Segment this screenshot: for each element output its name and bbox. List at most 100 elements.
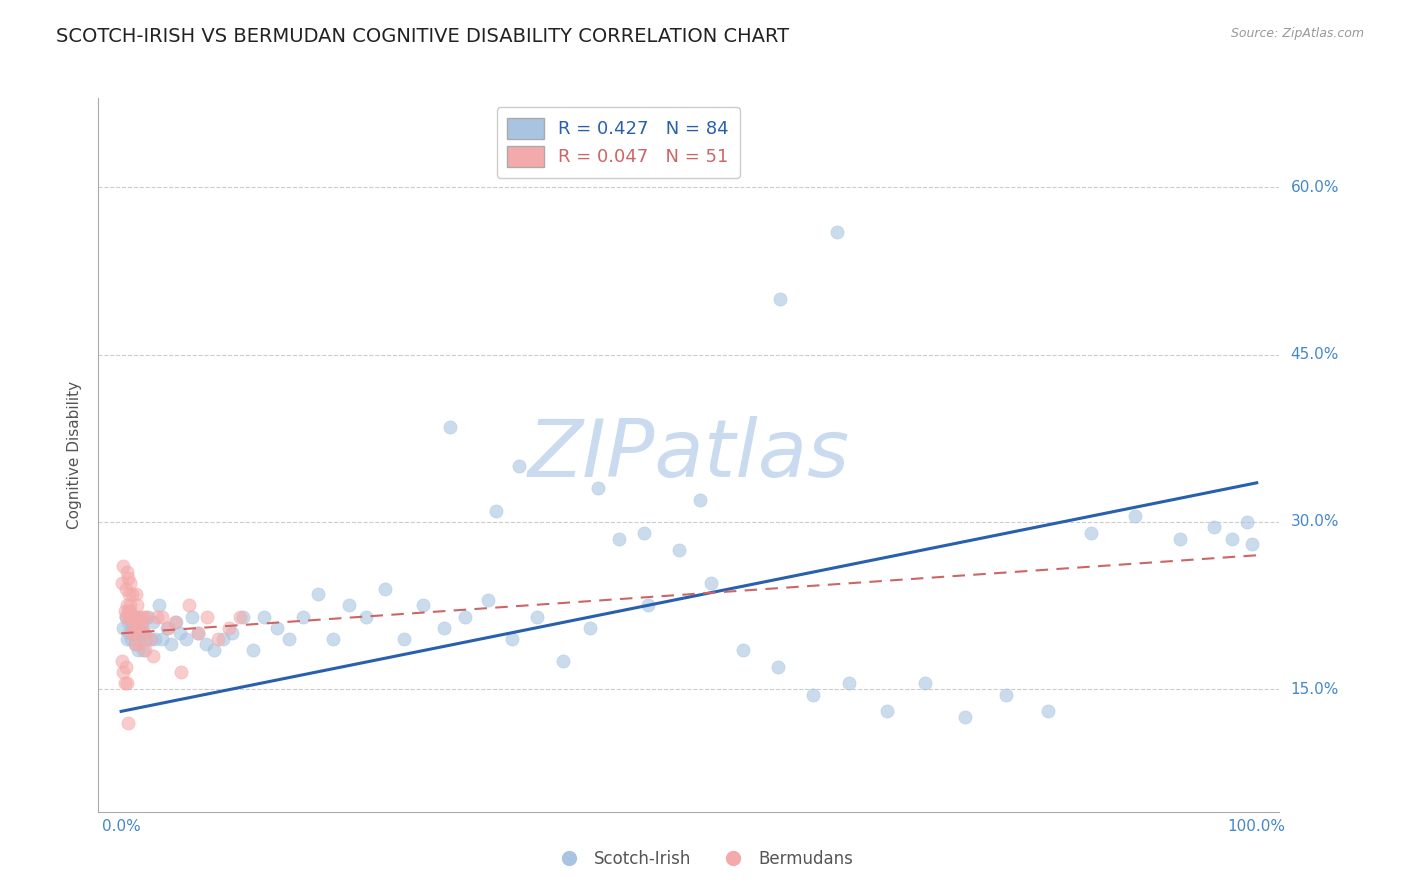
Point <box>111 576 134 591</box>
Point <box>132 643 155 657</box>
Point <box>322 632 344 646</box>
Point <box>433 621 456 635</box>
Point <box>117 571 139 585</box>
Point <box>218 621 240 635</box>
Point <box>195 637 218 651</box>
Point <box>689 492 711 507</box>
Point <box>132 626 155 640</box>
Point <box>179 599 201 613</box>
Point <box>117 604 139 618</box>
Point <box>114 609 136 624</box>
Point <box>876 705 898 719</box>
Point <box>291 609 314 624</box>
Point <box>156 621 179 635</box>
Point <box>356 609 378 624</box>
Point <box>121 621 143 635</box>
Point <box>128 637 150 651</box>
Legend: Scotch-Irish, Bermudans: Scotch-Irish, Bermudans <box>546 844 860 875</box>
Point <box>374 582 396 596</box>
Point <box>120 604 142 618</box>
Point <box>165 615 187 630</box>
Point <box>266 621 288 635</box>
Point <box>1220 532 1243 546</box>
Point <box>122 609 145 624</box>
Point <box>127 621 149 635</box>
Point <box>221 626 243 640</box>
Point <box>132 626 155 640</box>
Point <box>914 676 936 690</box>
Point <box>994 688 1017 702</box>
Point <box>766 660 789 674</box>
Point <box>607 532 630 546</box>
Text: 45.0%: 45.0% <box>1291 347 1339 362</box>
Point <box>131 621 153 635</box>
Point <box>668 542 690 557</box>
Point <box>138 609 160 624</box>
Point <box>120 609 142 624</box>
Point <box>120 632 142 646</box>
Point <box>132 609 155 624</box>
Point <box>114 604 136 618</box>
Text: 30.0%: 30.0% <box>1291 515 1339 529</box>
Point <box>125 599 148 613</box>
Point <box>174 632 197 646</box>
Point <box>953 710 976 724</box>
Point <box>825 225 848 239</box>
Point <box>485 503 508 517</box>
Point <box>124 637 146 651</box>
Point <box>124 609 146 624</box>
Point <box>115 599 138 613</box>
Y-axis label: Cognitive Disability: Cognitive Disability <box>67 381 83 529</box>
Point <box>142 648 165 663</box>
Point <box>1123 509 1146 524</box>
Point <box>253 609 276 624</box>
Point <box>146 609 169 624</box>
Point <box>477 592 499 607</box>
Point <box>143 632 166 646</box>
Point <box>124 637 146 651</box>
Point <box>128 632 150 646</box>
Point <box>1168 532 1191 546</box>
Point <box>117 615 139 630</box>
Point <box>207 632 229 646</box>
Point <box>150 609 173 624</box>
Point <box>117 715 139 730</box>
Point <box>801 688 824 702</box>
Point <box>169 626 191 640</box>
Point <box>121 615 143 630</box>
Point <box>551 654 574 668</box>
Point <box>733 643 755 657</box>
Point <box>307 587 329 601</box>
Point <box>1241 537 1264 551</box>
Legend: R = 0.427   N = 84, R = 0.047   N = 51: R = 0.427 N = 84, R = 0.047 N = 51 <box>496 107 740 178</box>
Point <box>1236 515 1258 529</box>
Point <box>170 665 193 680</box>
Point <box>699 576 721 591</box>
Point <box>120 599 142 613</box>
Point <box>180 609 202 624</box>
Point <box>163 615 186 630</box>
Point <box>114 582 136 596</box>
Point <box>139 632 162 646</box>
Point <box>278 632 301 646</box>
Point <box>508 458 530 473</box>
Point <box>392 632 415 646</box>
Point <box>114 676 136 690</box>
Point <box>1202 520 1225 534</box>
Point <box>118 587 141 601</box>
Point <box>121 587 143 601</box>
Point <box>1080 526 1102 541</box>
Point <box>439 420 461 434</box>
Point <box>115 632 138 646</box>
Text: SCOTCH-IRISH VS BERMUDAN COGNITIVE DISABILITY CORRELATION CHART: SCOTCH-IRISH VS BERMUDAN COGNITIVE DISAB… <box>56 27 789 45</box>
Point <box>232 609 254 624</box>
Point <box>129 609 152 624</box>
Text: 15.0%: 15.0% <box>1291 681 1339 697</box>
Point <box>142 615 165 630</box>
Point <box>120 626 142 640</box>
Point <box>127 643 149 657</box>
Point <box>122 626 145 640</box>
Point <box>125 621 148 635</box>
Point <box>202 643 225 657</box>
Point <box>118 626 141 640</box>
